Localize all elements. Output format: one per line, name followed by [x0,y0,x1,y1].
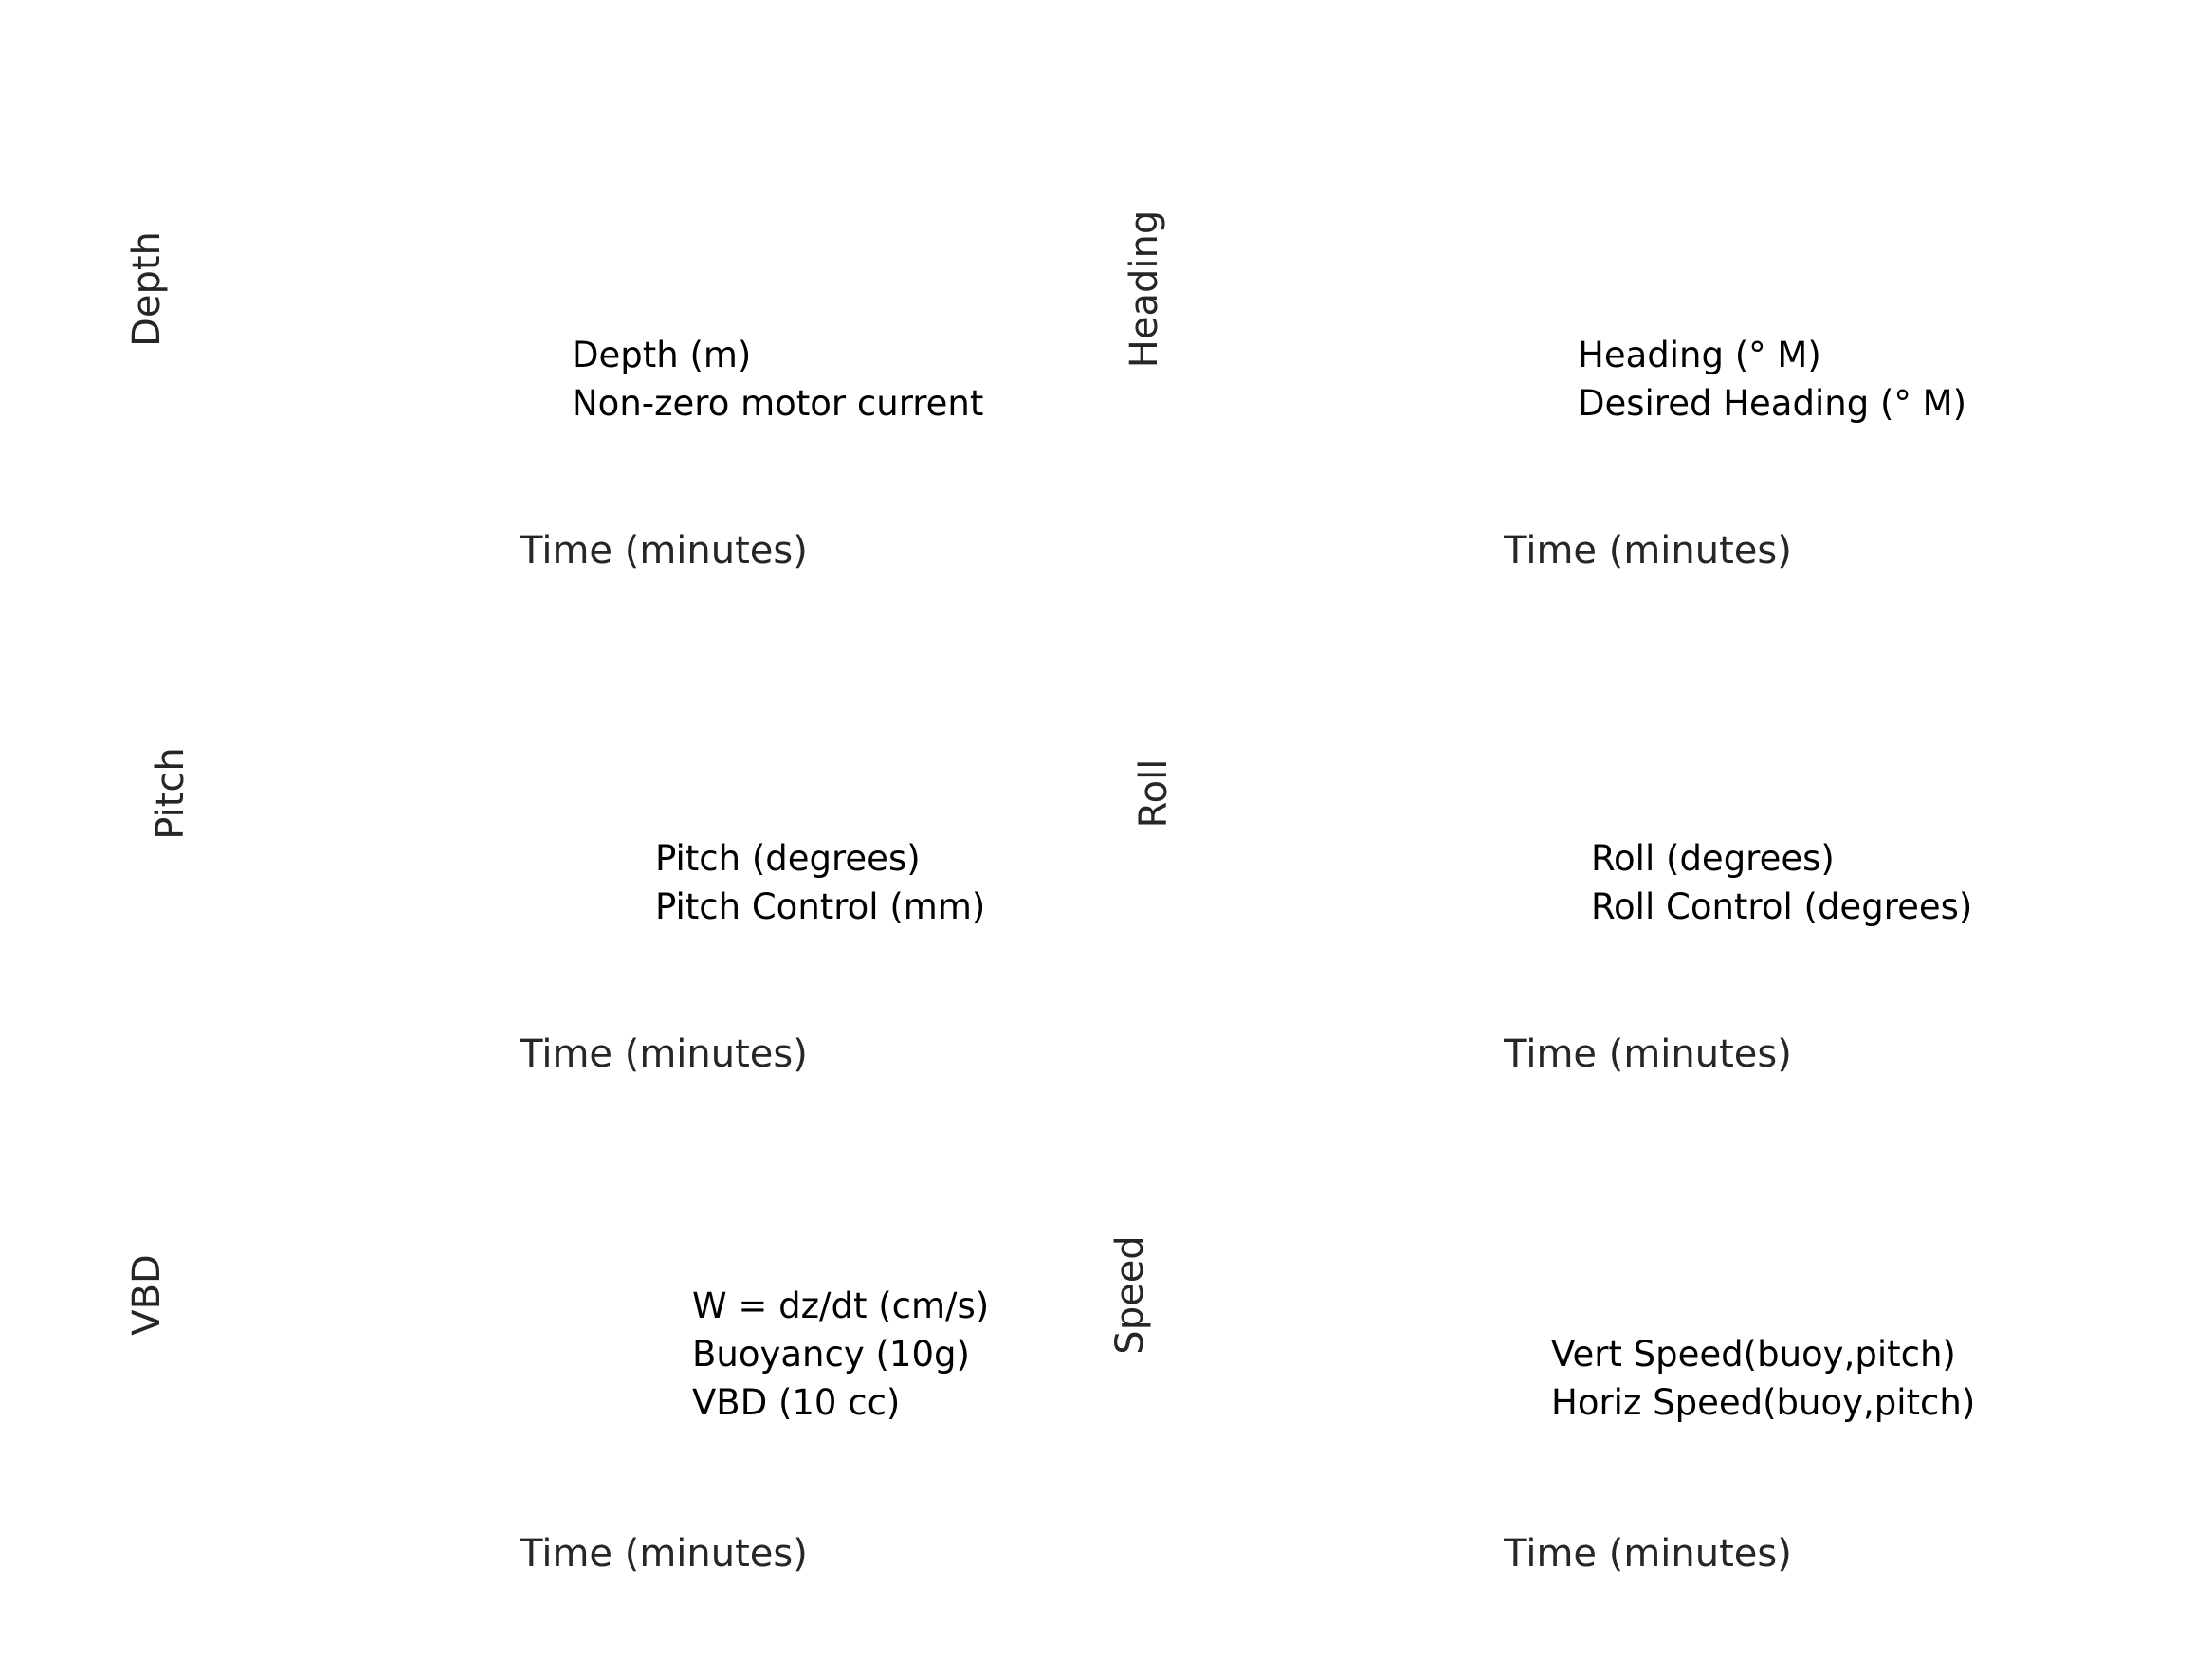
roll-legend-label-1: Roll Control (degrees) [1591,886,1972,927]
vbd-legend-label-0: W = dz/dt (cm/s) [692,1285,989,1326]
heading-ylabel: Heading [1123,210,1166,368]
depth-legend-label-1: Non-zero motor current [572,383,983,424]
heading-legend-label-1: Desired Heading (° M) [1578,383,1966,424]
vbd-legend-label-1: Buoyancy (10g) [692,1334,970,1375]
roll-legend-label-0: Roll (degrees) [1591,838,1835,879]
depth-axes: Time (minutes) Depth Depth (m) Non-zero … [125,231,983,573]
heading-legend-label-0: Heading (° M) [1578,335,1821,375]
pitch-xlabel: Time (minutes) [519,1032,808,1076]
speed-xlabel: Time (minutes) [1503,1532,1792,1576]
pitch-ylabel: Pitch [149,747,192,839]
pitch-legend-label-0: Pitch (degrees) [655,838,921,879]
vbd-legend-label-2: VBD (10 cc) [692,1382,900,1423]
speed-legend-label-1: Horiz Speed(buoy,pitch) [1551,1382,1975,1423]
vbd-xlabel: Time (minutes) [519,1532,808,1576]
heading-xlabel: Time (minutes) [1503,529,1792,573]
speed-ylabel: Speed [1108,1235,1152,1354]
roll-ylabel: Roll [1132,759,1176,829]
heading-axes: Time (minutes) Heading Heading (° M) Des… [1123,210,1966,573]
depth-legend-label-0: Depth (m) [572,335,751,375]
roll-xlabel: Time (minutes) [1503,1032,1792,1076]
depth-xlabel: Time (minutes) [519,529,808,573]
vbd-ylabel: VBD [125,1254,169,1336]
speed-legend-label-0: Vert Speed(buoy,pitch) [1551,1334,1956,1375]
pitch-axes: Time (minutes) Pitch Pitch (degrees) Pit… [149,747,985,1076]
vbd-axes: Time (minutes) VBD W = dz/dt (cm/s) Buoy… [125,1254,989,1576]
speed-axes: Time (minutes) Speed Vert Speed(buoy,pit… [1108,1235,1975,1576]
roll-axes: Time (minutes) Roll Roll (degrees) Roll … [1132,759,1972,1076]
depth-ylabel: Depth [125,231,169,347]
pitch-legend-label-1: Pitch Control (mm) [655,886,985,927]
